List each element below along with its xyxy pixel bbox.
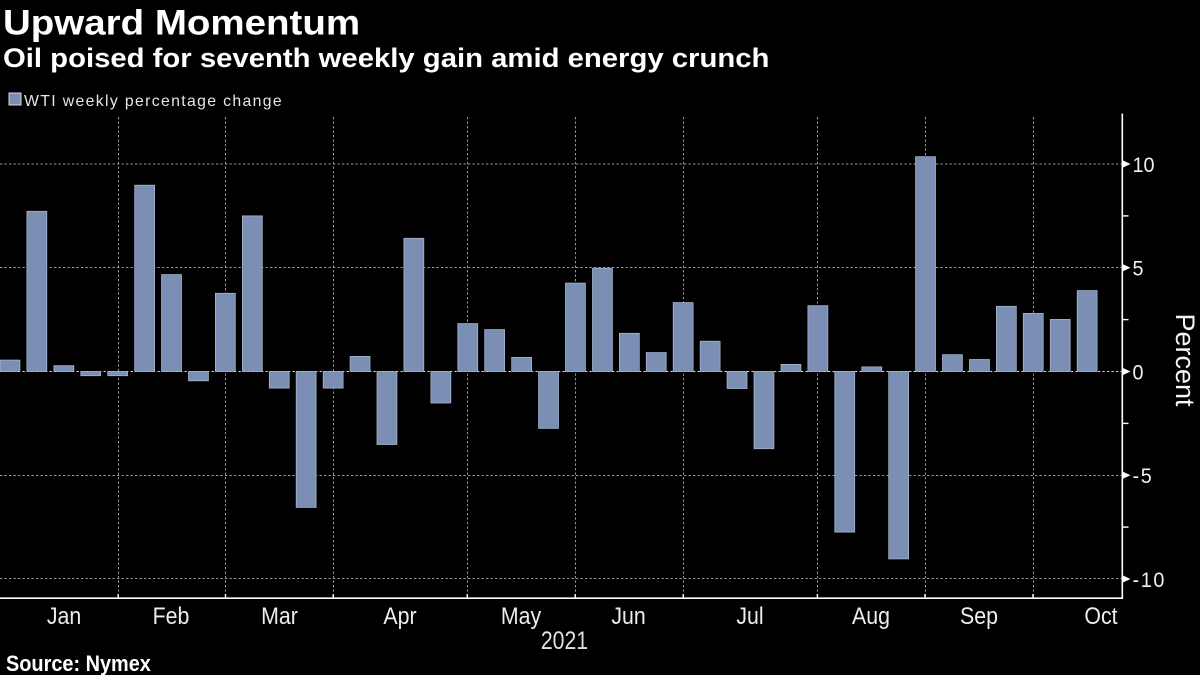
svg-text:5: 5 [1133,257,1144,281]
svg-text:Jul: Jul [736,601,763,629]
svg-text:Oil poised for seventh weekly: Oil poised for seventh weekly gain amid … [3,42,769,73]
svg-text:WTI weekly percentage change: WTI weekly percentage change [24,93,283,110]
svg-text:Upward Momentum: Upward Momentum [3,3,360,42]
svg-text:Mar: Mar [261,601,298,629]
svg-text:Apr: Apr [383,601,416,629]
svg-text:Sep: Sep [960,601,998,629]
svg-text:2021: 2021 [541,626,588,654]
svg-text:Feb: Feb [153,601,190,629]
svg-text:0: 0 [1133,361,1144,385]
svg-text:May: May [501,601,542,629]
svg-text:Source: Nymex: Source: Nymex [6,652,151,675]
svg-text:-10: -10 [1133,568,1167,592]
svg-text:Jun: Jun [611,601,645,629]
svg-text:Aug: Aug [852,601,890,629]
svg-text:-5: -5 [1133,464,1154,488]
svg-text:10: 10 [1133,153,1155,177]
svg-text:Oct: Oct [1084,601,1118,629]
svg-text:Percent: Percent [1170,314,1200,408]
svg-text:Jan: Jan [47,601,81,629]
